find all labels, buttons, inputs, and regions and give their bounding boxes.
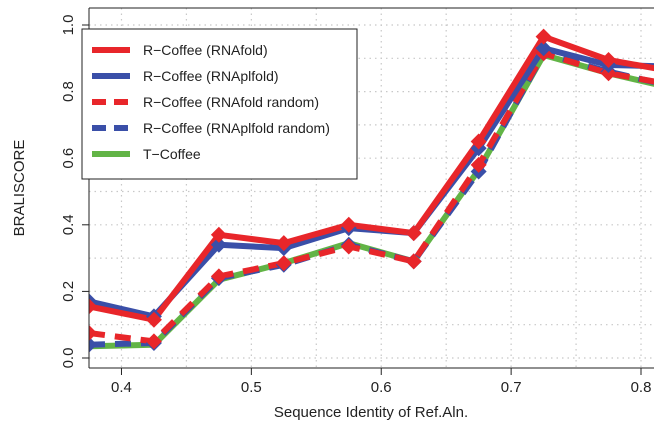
y-tick-label: 0.4 [60, 214, 77, 235]
legend-label-4: T−Coffee [143, 146, 201, 162]
series-2-point [89, 325, 97, 342]
x-tick-label: 0.4 [111, 379, 132, 396]
legend: R−Coffee (RNAfold) R−Coffee (RNAplfold) R−… [81, 28, 358, 180]
series-layer [89, 28, 654, 353]
series-2-point [275, 255, 292, 272]
series-2-point [470, 156, 487, 173]
series-1-point [210, 236, 227, 253]
series-2-point [145, 333, 162, 350]
series-line-2 [89, 50, 654, 345]
y-tick-label: 0.6 [60, 148, 77, 169]
y-tick-label: 0.2 [60, 281, 77, 302]
series-0-point [275, 235, 292, 252]
series-1-point [535, 40, 552, 57]
series-2-point [600, 65, 617, 82]
series-3-point [89, 336, 97, 353]
y-tick-label: 0.8 [60, 81, 77, 102]
legend-label-1: R−Coffee (RNAplfold) [143, 68, 279, 84]
series-2-point [210, 268, 227, 285]
series-0-point [600, 51, 617, 68]
x-tick-label: 0.7 [501, 379, 522, 396]
x-tick-label: 0.5 [241, 379, 262, 396]
series-2-point [405, 253, 422, 270]
series-0-point [89, 298, 97, 315]
series-0-point [145, 311, 162, 328]
y-tick-label: 0.0 [60, 348, 77, 369]
x-tick-label: 0.8 [631, 379, 652, 396]
tick-labels: 0.4 0.5 0.6 0.7 0.8 0.0 0.2 0.4 0.6 0.8 1.0 [60, 15, 651, 396]
series-0-point [340, 216, 357, 233]
y-tick-label: 1.0 [60, 15, 77, 36]
legend-label-2: R−Coffee (RNAfold random) [143, 94, 319, 110]
legend-label-0: R−Coffee (RNAfold) [143, 42, 268, 58]
series-0-point [470, 133, 487, 150]
series-0-point [405, 225, 422, 242]
series-line-0 [89, 33, 654, 323]
series-2-point [340, 238, 357, 255]
x-tick-label: 0.6 [371, 379, 392, 396]
y-axis-label: BRALISCORE [11, 140, 28, 237]
series-0-point [210, 226, 227, 243]
legend-label-3: R−Coffee (RNAplfold random) [143, 120, 330, 136]
x-axis-label: Sequence Identity of Ref.Aln. [274, 404, 468, 421]
series-0-point [535, 28, 552, 45]
